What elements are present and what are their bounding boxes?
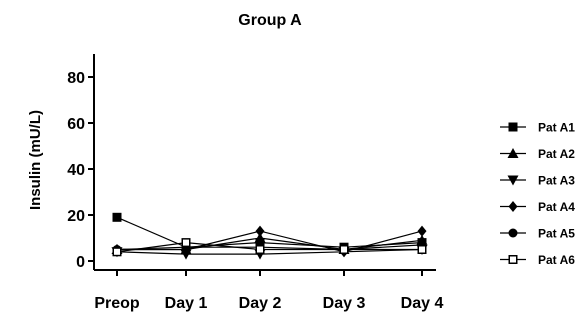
legend-label-pat-a2: Pat A2 — [538, 147, 575, 161]
data-point-pat-a2 — [254, 232, 266, 243]
x-tick-label: Preop — [94, 295, 140, 312]
legend-label-pat-a4: Pat A4 — [538, 200, 575, 214]
legend-marker-pat-a1 — [508, 122, 518, 132]
data-point-pat-a4 — [255, 225, 265, 237]
legend-label-pat-a6: Pat A6 — [538, 253, 575, 267]
data-point-pat-a6 — [255, 245, 265, 254]
y-tick-label: 0 — [76, 254, 85, 271]
series-points — [111, 212, 428, 260]
x-tick-label: Day 2 — [239, 295, 282, 312]
y-tick-label: 20 — [67, 208, 85, 225]
legend-label-pat-a5: Pat A5 — [538, 227, 575, 241]
y-tick-label: 40 — [67, 162, 85, 179]
x-tick-label: Day 3 — [323, 295, 366, 312]
legend-marker-pat-a2 — [507, 148, 519, 158]
legend-label-pat-a3: Pat A3 — [538, 174, 575, 188]
data-point-pat-a6 — [417, 245, 427, 254]
x-tick-label: Day 1 — [165, 295, 208, 312]
y-axis-label: Insulin (mU/L) — [27, 110, 44, 210]
series-line-pat-a4 — [117, 230, 423, 253]
axes: 0 20 40 60 80 Preop Day 1 Day 2 Day 3 Day 4 — [67, 54, 443, 312]
legend-marker-pat-a6 — [508, 255, 518, 264]
series-line-pat-a3 — [116, 248, 423, 255]
legend-marker-pat-a4 — [508, 201, 518, 212]
data-point-pat-a4 — [417, 225, 427, 237]
data-point-pat-a6 — [339, 245, 349, 254]
series-lines — [116, 216, 423, 255]
data-point-pat-a1 — [255, 238, 265, 248]
legend-marker-pat-a3 — [507, 175, 519, 186]
chart-title: Group A — [238, 12, 302, 29]
data-point-pat-a6 — [112, 247, 122, 257]
data-point-pat-a1 — [112, 212, 122, 222]
data-point-pat-a6 — [181, 238, 191, 248]
y-tick-label: 60 — [67, 116, 85, 133]
legend-marker-pat-a5 — [508, 228, 518, 238]
y-tick-label: 80 — [67, 70, 85, 87]
legend: Pat A1 Pat A2 Pat A3 Pat A4 Pat A5 Pat A6 — [500, 121, 575, 267]
x-tick-label: Day 4 — [401, 295, 444, 312]
legend-label-pat-a1: Pat A1 — [538, 121, 575, 135]
